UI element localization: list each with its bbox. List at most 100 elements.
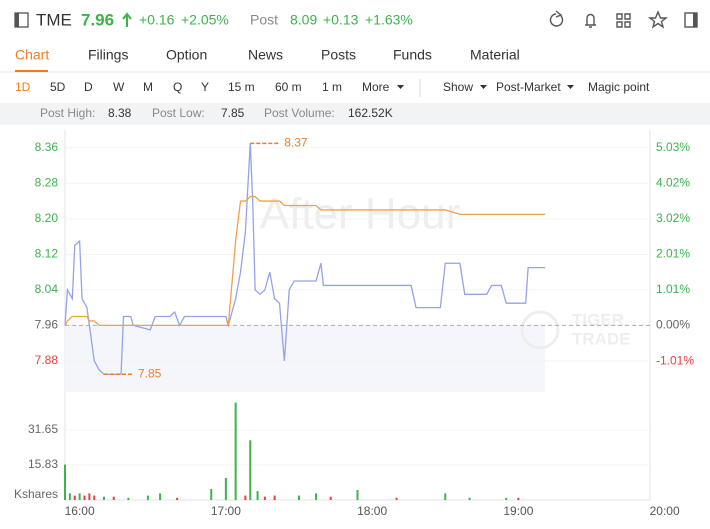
tab[interactable]: Chart [15, 47, 49, 63]
volume-bar [88, 493, 91, 500]
y-tick-label: 31.65 [28, 422, 58, 436]
volume-bar [444, 493, 447, 500]
tab[interactable]: News [248, 47, 283, 63]
price-line [64, 195, 546, 327]
stats-bar [0, 103, 710, 125]
volume-bar [93, 495, 96, 500]
tab[interactable]: Option [166, 47, 207, 63]
period[interactable]: 1D [15, 80, 31, 94]
volume-bar [83, 495, 86, 500]
period[interactable]: Y [201, 80, 209, 94]
x-tick-label: 18:00 [357, 504, 387, 518]
volume-bar [176, 497, 179, 500]
y-tick-label: 7.96 [35, 318, 59, 332]
star-icon[interactable] [647, 10, 669, 29]
volume-bar [159, 493, 162, 500]
volume-bar [210, 488, 213, 500]
tool[interactable]: Magic point [588, 80, 650, 94]
stat-value: 8.38 [108, 106, 132, 120]
volume-bar [298, 495, 300, 500]
volume-bar [395, 497, 398, 500]
y-tick-label: 8.28 [35, 175, 59, 189]
refresh-icon[interactable] [549, 10, 564, 27]
period[interactable]: W [113, 80, 125, 94]
x-tick-label: 20:00 [650, 504, 680, 518]
tool[interactable]: Post-Market [496, 80, 561, 94]
y2-tick-label: 3.02% [656, 211, 690, 225]
volume-bar [127, 497, 130, 500]
change-pct: +2.05% [181, 12, 229, 28]
volume-bar [112, 496, 115, 500]
post-label: Post [250, 12, 278, 28]
y2-tick-label: 4.02% [656, 175, 690, 189]
y2-tick-label: -1.01% [656, 353, 694, 367]
period[interactable]: 60 m [275, 80, 302, 94]
volume-bar [256, 491, 259, 500]
logo-text: TRADE [572, 329, 631, 348]
volume-bar [103, 496, 105, 500]
volume-bar [505, 497, 508, 500]
grid-icon[interactable] [616, 13, 631, 28]
x-tick-label: 17:00 [211, 504, 241, 518]
tab[interactable]: Filings [88, 47, 128, 63]
alert-icon[interactable] [585, 13, 596, 28]
period[interactable]: D [84, 80, 93, 94]
up-arrow [122, 12, 132, 27]
extreme-label: 8.37 [284, 135, 308, 149]
stat-label: Post High: [40, 106, 95, 120]
dropdown-caret [397, 85, 404, 89]
dropdown-caret [480, 85, 487, 89]
y-tick-label: 8.12 [35, 247, 59, 261]
volume-bar [146, 495, 149, 500]
volume-bar [273, 495, 276, 500]
period[interactable]: M [143, 80, 153, 94]
post-price: 8.09 [290, 12, 317, 28]
y-tick-label: 8.04 [35, 282, 59, 296]
stat-label: Post Low: [152, 106, 205, 120]
logo-text: TIGER [572, 310, 624, 329]
x-tick-label: 19:00 [503, 504, 533, 518]
volume-bar [263, 496, 266, 500]
volume-bar [68, 493, 71, 500]
y-tick-label: 15.83 [28, 457, 58, 471]
tab[interactable]: Material [470, 47, 520, 63]
x-tick-label: 16:00 [65, 504, 95, 518]
y-tick-label: 7.88 [35, 353, 59, 367]
watermark: After Hour [260, 190, 461, 239]
period[interactable]: More [362, 80, 390, 94]
extreme-label: 7.85 [138, 366, 162, 380]
period[interactable]: 1 m [322, 80, 342, 94]
post-change: +0.13 [323, 12, 359, 28]
y-tick-label: 8.36 [35, 140, 59, 154]
volume-bar [329, 496, 332, 500]
tab[interactable]: Posts [321, 47, 356, 63]
price: 7.96 [81, 10, 114, 29]
tab[interactable]: Funds [393, 47, 432, 63]
period[interactable]: Q [173, 80, 182, 94]
symbol: TME [36, 10, 72, 29]
volume-bar [78, 493, 81, 500]
change: +0.16 [139, 12, 175, 28]
volume-bar [315, 493, 318, 500]
volume-bar [244, 495, 247, 500]
y2-tick-label: 0.00% [656, 318, 690, 332]
volume-bar [234, 402, 237, 500]
volume-bar [517, 497, 520, 500]
volume-bar [73, 495, 76, 500]
volume-bar [468, 497, 471, 500]
period[interactable]: 5D [50, 80, 66, 94]
y2-tick-label: 5.03% [656, 140, 690, 154]
period[interactable]: 15 m [228, 80, 255, 94]
y2-tick-label: 2.01% [656, 247, 690, 261]
tool[interactable]: Show [443, 80, 473, 94]
sidebar-icon-bar [15, 13, 19, 27]
dropdown-caret [567, 85, 574, 89]
y-tick-label: 8.20 [35, 211, 59, 225]
volume-bar [356, 490, 359, 500]
panel-icon-bar [693, 13, 697, 27]
stat-value: 162.52K [348, 106, 393, 120]
volume-bar [224, 477, 227, 500]
post-change-pct: +1.63% [365, 12, 413, 28]
